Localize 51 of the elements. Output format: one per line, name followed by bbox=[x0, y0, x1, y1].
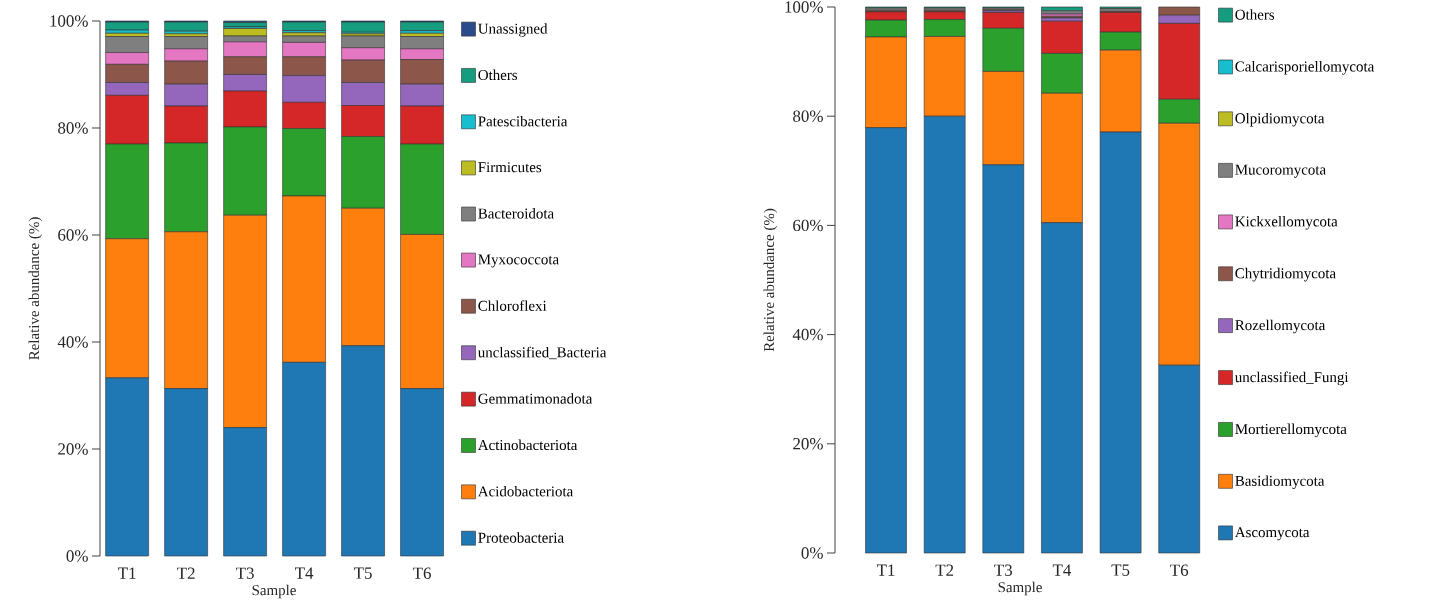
y-tick-label: 80% bbox=[58, 122, 88, 134]
y-tick-label: 20% bbox=[793, 438, 823, 450]
y-tick-label: 20% bbox=[58, 443, 88, 455]
x-axis-title: Sample bbox=[998, 581, 1042, 596]
x-tick-label: T2 bbox=[177, 567, 195, 579]
x-axis-title: Sample bbox=[252, 584, 296, 599]
x-tick-label: T6 bbox=[1170, 564, 1189, 576]
y-axis-title: Relative abundance (%) bbox=[763, 208, 778, 352]
y-tick-label: 100% bbox=[50, 15, 88, 27]
legend-label: Basidiomycota bbox=[1235, 475, 1325, 489]
legend-label: unclassified_Fungi bbox=[1235, 371, 1349, 386]
x-tick-label: T6 bbox=[412, 567, 431, 579]
x-tick-label: T3 bbox=[236, 567, 254, 579]
y-tick-label: 60% bbox=[793, 219, 823, 232]
legend-label: Bacteroidota bbox=[478, 208, 554, 219]
legend-label: Myxococcota bbox=[478, 254, 559, 268]
y-tick-label: 0% bbox=[801, 547, 823, 559]
x-tick-label: T5 bbox=[1111, 564, 1130, 576]
legend-label: Rozellomycota bbox=[1235, 319, 1326, 334]
x-tick-label: T1 bbox=[118, 567, 136, 579]
legend-label: unclassified_Bacteria bbox=[477, 346, 607, 360]
y-tick-label: 0% bbox=[66, 550, 88, 562]
y-tick-label: 40% bbox=[792, 328, 823, 341]
x-tick-label: T5 bbox=[353, 567, 372, 579]
x-tick-label: T4 bbox=[1052, 564, 1072, 576]
legend-label: Patescibacteria bbox=[478, 115, 568, 127]
legend-label: Actinobacteriota bbox=[477, 439, 578, 451]
legend-label: Mortierellomycota bbox=[1235, 423, 1347, 438]
legend-label: Proteobacteria bbox=[478, 532, 564, 543]
x-tick-label: T1 bbox=[876, 564, 895, 576]
legend-label: Acidobacteriota bbox=[477, 485, 574, 497]
x-tick-label: T4 bbox=[294, 567, 314, 579]
legend-label: Mucoromycota bbox=[1235, 164, 1326, 178]
x-tick-label: T2 bbox=[935, 564, 954, 576]
legend-label: Others bbox=[478, 69, 518, 81]
legend-label: Gemmatimonadota bbox=[478, 393, 593, 404]
legend-label: Olpidiomycota bbox=[1235, 112, 1325, 127]
legend-label: Others bbox=[1235, 9, 1275, 20]
legend-label: Unassigned bbox=[478, 23, 548, 37]
y-axis-title: Relative abundance (%) bbox=[28, 217, 43, 360]
y-tick-label: 80% bbox=[793, 110, 823, 122]
legend-label: Chytridiomycota bbox=[1235, 267, 1336, 282]
y-tick-label: 60% bbox=[58, 229, 88, 241]
legend-label: Calcarisporiellomycota bbox=[1235, 61, 1375, 75]
legend-label: Ascomycota bbox=[1234, 527, 1310, 541]
legend-label: Kickxellomycota bbox=[1235, 216, 1338, 230]
legend-label: Firmicutes bbox=[478, 162, 542, 173]
legend-label: Chloroflexi bbox=[478, 300, 547, 311]
y-tick-label: 40% bbox=[57, 336, 88, 348]
x-tick-label: T3 bbox=[994, 564, 1013, 576]
y-tick-label: 100% bbox=[785, 1, 823, 13]
